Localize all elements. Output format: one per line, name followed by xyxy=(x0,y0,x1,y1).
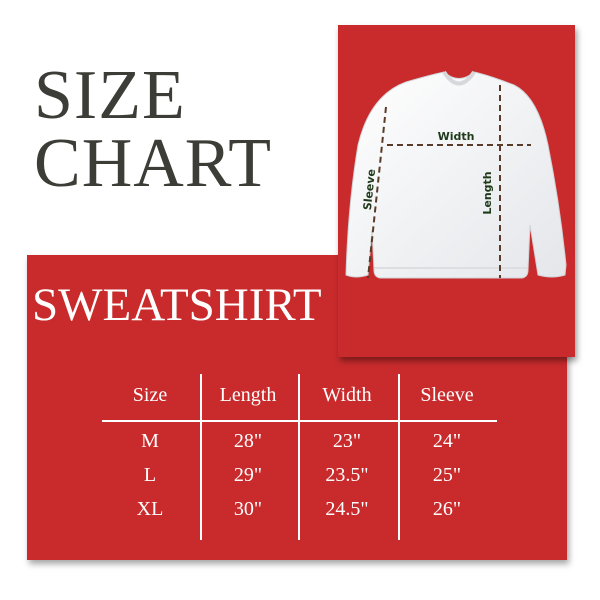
length-label: Length xyxy=(481,171,494,214)
column-divider xyxy=(398,374,400,540)
cell-length: 30" xyxy=(233,498,263,520)
title-line-1: SIZE xyxy=(34,57,186,134)
column-divider xyxy=(298,374,300,540)
cell-sleeve: 25" xyxy=(432,464,462,486)
cell-size: L xyxy=(143,464,157,486)
column-divider xyxy=(200,374,202,540)
header-length: Length xyxy=(219,384,277,406)
sleeve-label: Sleeve xyxy=(361,168,378,210)
header-width: Width xyxy=(322,384,372,406)
sweatshirt-image: Width Length Sleeve xyxy=(345,70,567,279)
cell-width: 23.5" xyxy=(325,464,369,486)
product-name: SWEATSHIRT xyxy=(32,279,322,331)
title-line-2: CHART xyxy=(34,125,273,202)
cell-length: 29" xyxy=(233,464,263,486)
width-label: Width xyxy=(438,130,475,143)
sweatshirt-diagram-card: Width Length Sleeve xyxy=(338,25,575,357)
cell-size: XL xyxy=(136,498,164,520)
header-size: Size xyxy=(132,384,168,406)
cell-sleeve: 24" xyxy=(432,430,462,452)
header-sleeve: Sleeve xyxy=(420,384,474,406)
cell-length: 28" xyxy=(233,430,263,452)
page-title: SIZE CHART xyxy=(34,57,273,202)
sleeve-measure-line xyxy=(367,106,387,279)
cell-size: M xyxy=(141,430,159,452)
cell-width: 24.5" xyxy=(325,498,369,520)
cell-sleeve: 26" xyxy=(432,498,462,520)
cell-width: 23" xyxy=(332,430,362,452)
